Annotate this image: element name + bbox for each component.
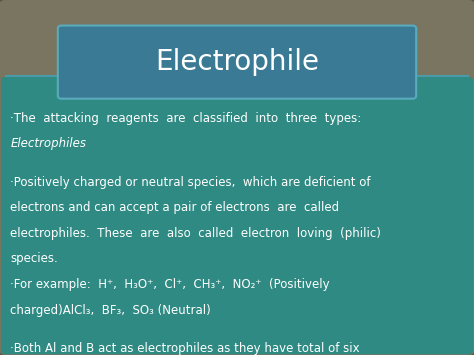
Text: electrons and can accept a pair of electrons  are  called: electrons and can accept a pair of elect… (10, 201, 339, 214)
Text: ·Both Al and B act as electrophiles as they have total of six: ·Both Al and B act as electrophiles as t… (10, 342, 360, 355)
FancyBboxPatch shape (58, 26, 416, 99)
Text: ·The  attacking  reagents  are  classified  into  three  types:: ·The attacking reagents are classified i… (10, 112, 362, 125)
FancyBboxPatch shape (1, 77, 473, 354)
Text: species.: species. (10, 252, 58, 266)
Text: ·Positively charged or neutral species,  which are deficient of: ·Positively charged or neutral species, … (10, 176, 371, 189)
Text: charged)AlCl₃,  BF₃,  SO₃ (Neutral): charged)AlCl₃, BF₃, SO₃ (Neutral) (10, 304, 211, 317)
Text: ·For example:  H⁺,  H₃O⁺,  Cl⁺,  CH₃⁺,  NO₂⁺  (Positively: ·For example: H⁺, H₃O⁺, Cl⁺, CH₃⁺, NO₂⁺ … (10, 278, 330, 291)
Text: electrophiles.  These  are  also  called  electron  loving  (philic): electrophiles. These are also called ele… (10, 227, 381, 240)
Text: Electrophiles: Electrophiles (10, 137, 86, 151)
Text: Electrophile: Electrophile (155, 48, 319, 76)
